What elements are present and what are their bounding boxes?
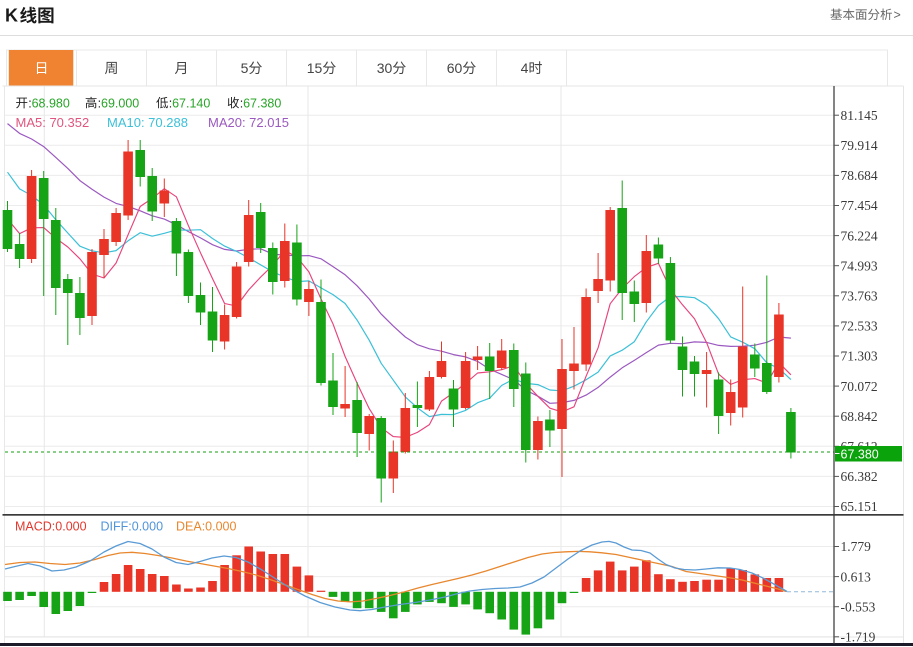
svg-text:81.145: 81.145 bbox=[841, 108, 878, 123]
svg-text:76.224: 76.224 bbox=[841, 228, 878, 243]
svg-text:73.763: 73.763 bbox=[841, 289, 878, 304]
svg-text:68.842: 68.842 bbox=[841, 409, 878, 424]
svg-text:67.380: 67.380 bbox=[841, 447, 879, 461]
svg-text:68.980: 68.980 bbox=[32, 96, 70, 110]
svg-text:78.684: 78.684 bbox=[841, 168, 878, 183]
svg-text:77.454: 77.454 bbox=[841, 198, 878, 213]
svg-text:15: 15 bbox=[307, 60, 323, 76]
svg-text:30: 30 bbox=[377, 60, 393, 76]
svg-text:K: K bbox=[5, 6, 18, 26]
svg-text:67.380: 67.380 bbox=[243, 96, 281, 110]
svg-text::: : bbox=[28, 96, 31, 110]
svg-text:4: 4 bbox=[521, 60, 529, 76]
svg-text::: : bbox=[169, 96, 172, 110]
svg-text:>: > bbox=[894, 8, 901, 22]
svg-text:66.382: 66.382 bbox=[841, 469, 878, 484]
svg-text:5: 5 bbox=[241, 60, 249, 76]
svg-text:MACD:0.000: MACD:0.000 bbox=[15, 520, 87, 534]
svg-text:79.914: 79.914 bbox=[841, 138, 878, 153]
svg-text::: : bbox=[98, 96, 101, 110]
svg-text:70.072: 70.072 bbox=[841, 379, 878, 394]
svg-text:DIFF:0.000: DIFF:0.000 bbox=[101, 520, 164, 534]
svg-text:74.993: 74.993 bbox=[841, 258, 878, 273]
svg-text:0.613: 0.613 bbox=[841, 569, 872, 584]
svg-text:MA5: 70.352: MA5: 70.352 bbox=[16, 115, 90, 130]
svg-text:MA20: 72.015: MA20: 72.015 bbox=[208, 115, 289, 130]
svg-text:-0.553: -0.553 bbox=[841, 599, 876, 614]
svg-text:67.140: 67.140 bbox=[172, 96, 210, 110]
svg-text:60: 60 bbox=[447, 60, 463, 76]
svg-text:-1.719: -1.719 bbox=[841, 630, 876, 645]
svg-text::: : bbox=[240, 96, 243, 110]
svg-text:69.000: 69.000 bbox=[101, 96, 139, 110]
svg-text:1.779: 1.779 bbox=[841, 539, 872, 554]
svg-text:DEA:0.000: DEA:0.000 bbox=[176, 520, 237, 534]
svg-text:65.151: 65.151 bbox=[841, 499, 878, 514]
svg-text:MA10: 70.288: MA10: 70.288 bbox=[107, 115, 188, 130]
svg-text:72.533: 72.533 bbox=[841, 319, 878, 334]
svg-text:71.303: 71.303 bbox=[841, 349, 878, 364]
